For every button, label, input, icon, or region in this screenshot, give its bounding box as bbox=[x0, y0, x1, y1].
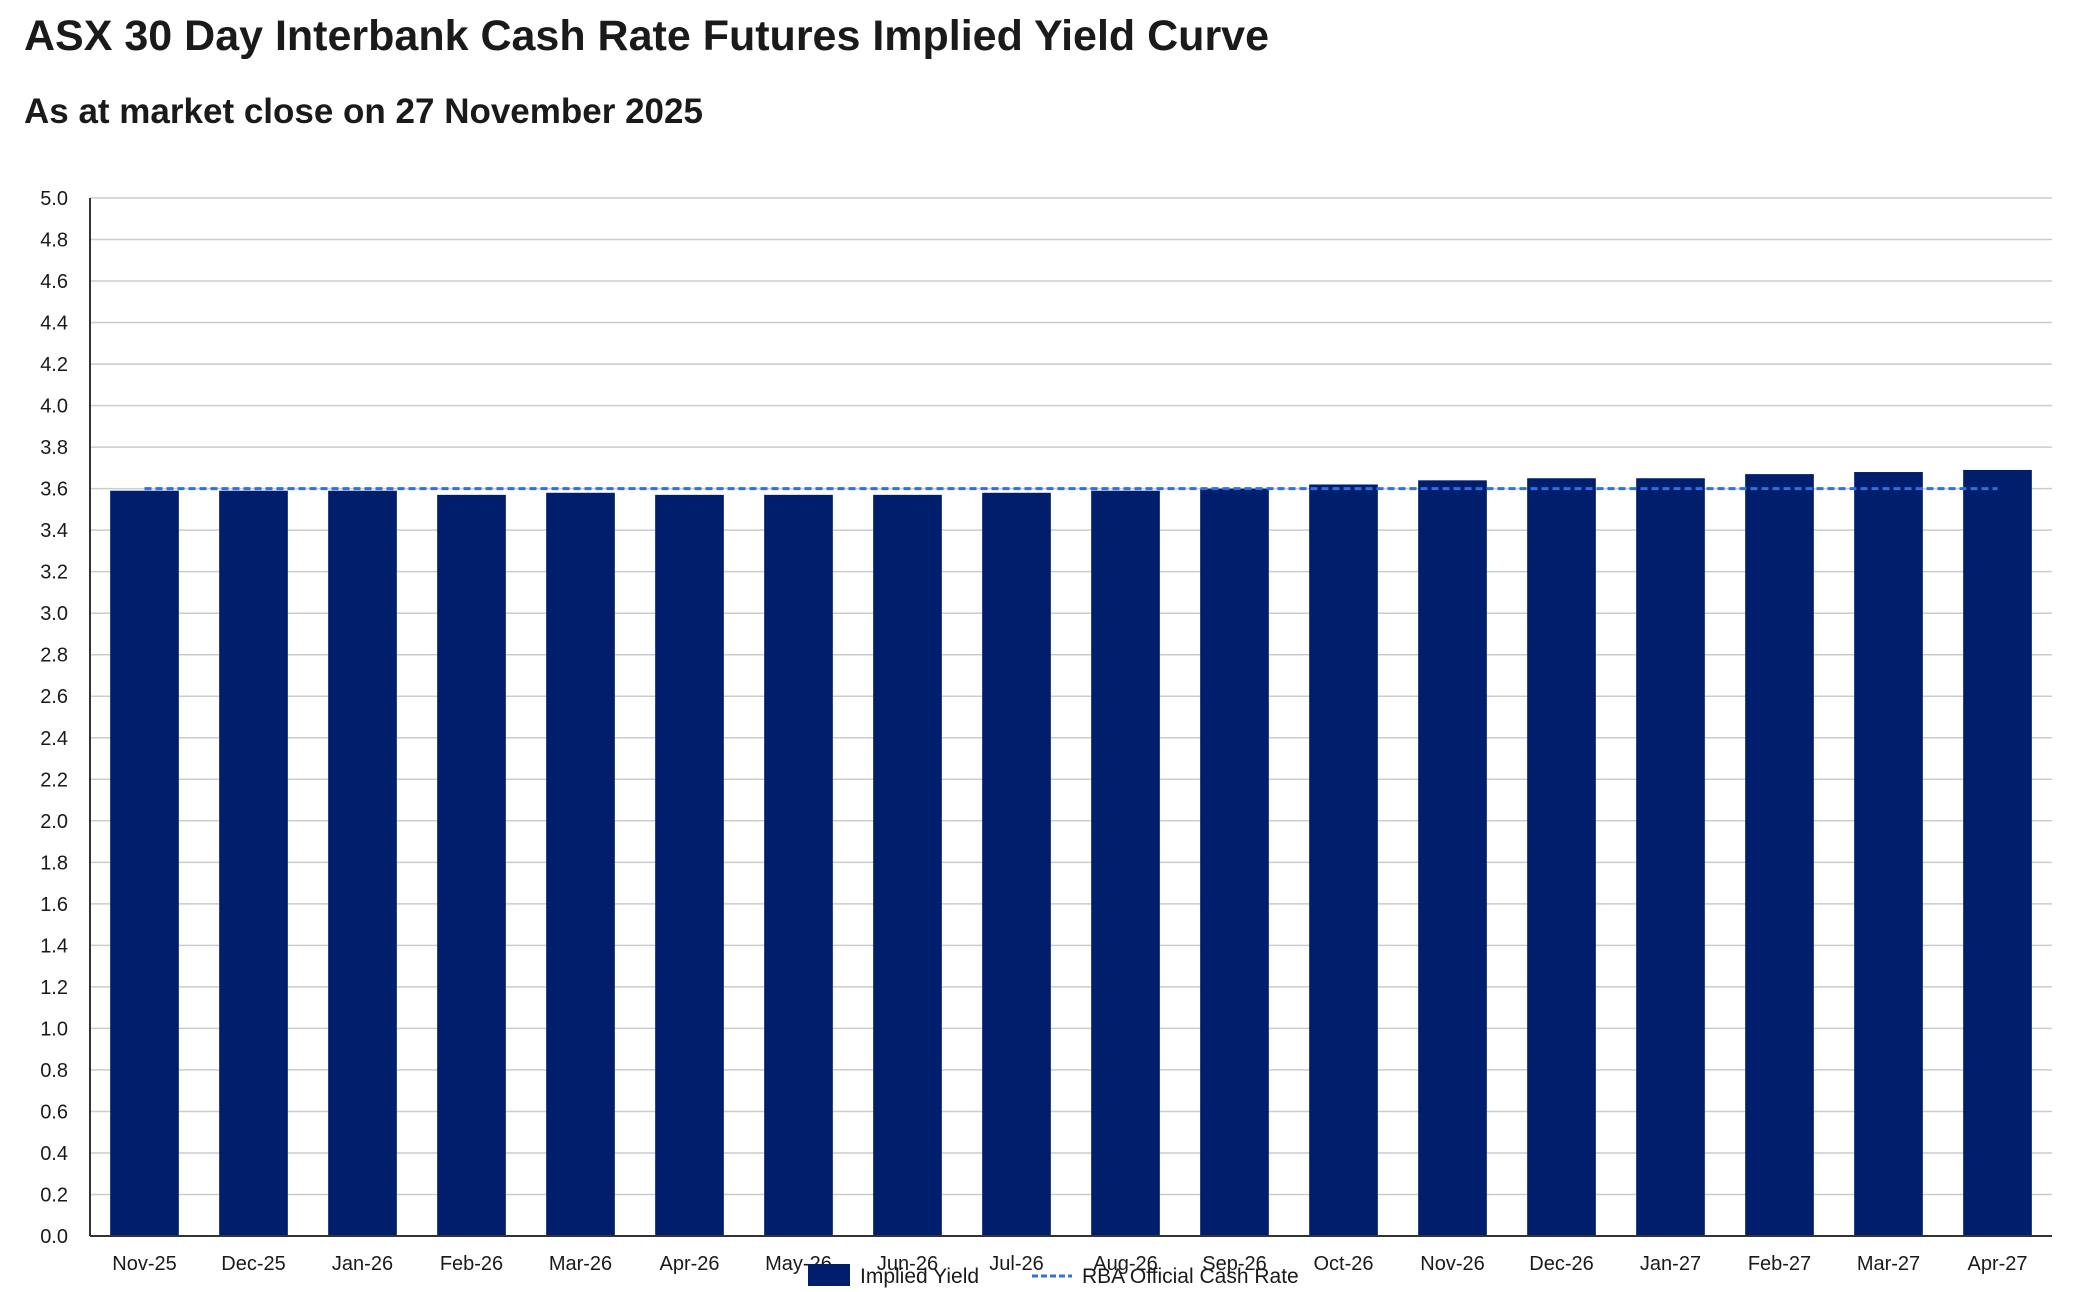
y-tick-label: 0.0 bbox=[40, 1226, 68, 1248]
x-tick-label: Jan-26 bbox=[332, 1253, 393, 1275]
legend-label-rba-cash-rate: RBA Official Cash Rate bbox=[1082, 1265, 1299, 1288]
bar-jan-26 bbox=[328, 490, 397, 1236]
bar-aug-26 bbox=[1091, 490, 1160, 1236]
y-tick-label: 1.6 bbox=[40, 894, 68, 916]
bar-jan-27 bbox=[1636, 478, 1705, 1236]
y-tick-label: 0.8 bbox=[40, 1060, 68, 1082]
x-tick-label: Dec-25 bbox=[221, 1253, 285, 1275]
bar-nov-26 bbox=[1418, 480, 1487, 1236]
y-tick-label: 0.4 bbox=[40, 1143, 68, 1165]
gridlines bbox=[90, 197, 2052, 1196]
bar-sep-26 bbox=[1200, 488, 1269, 1236]
chart-subtitle: As at market close on 27 November 2025 bbox=[24, 92, 703, 131]
y-tick-label: 4.6 bbox=[40, 271, 68, 293]
bar-nov-25 bbox=[110, 490, 179, 1236]
chart-title: ASX 30 Day Interbank Cash Rate Futures I… bbox=[24, 12, 1270, 60]
x-axis-ticks: Nov-25 Dec-25 Jan-26 Feb-26 Mar-26 Apr-26 May-… bbox=[112, 1253, 2027, 1275]
x-tick-label: Mar-27 bbox=[1857, 1253, 1920, 1275]
x-tick-label: Dec-26 bbox=[1529, 1253, 1593, 1275]
y-tick-label: 2.2 bbox=[40, 769, 68, 791]
bar-may-26 bbox=[764, 494, 833, 1236]
bars bbox=[110, 469, 2032, 1237]
y-tick-label: 3.0 bbox=[40, 603, 68, 625]
y-tick-label: 0.6 bbox=[40, 1101, 68, 1123]
bar-apr-26 bbox=[655, 494, 724, 1236]
x-tick-label: Nov-26 bbox=[1420, 1253, 1484, 1275]
x-tick-label: Oct-26 bbox=[1313, 1253, 1373, 1275]
y-tick-label: 3.4 bbox=[40, 520, 68, 542]
bar-jun-26 bbox=[873, 494, 942, 1236]
bar-apr-27 bbox=[1963, 469, 2032, 1236]
bar-mar-27 bbox=[1854, 472, 1923, 1237]
y-axis-ticks: 0.0 0.2 0.4 0.6 0.8 1.0 1.2 1.4 1.6 1.8 2.0 2.2 2.4 2… bbox=[40, 188, 68, 1248]
y-tick-label: 1.8 bbox=[40, 852, 68, 874]
x-tick-label: Jan-27 bbox=[1640, 1253, 1701, 1275]
bar-dec-26 bbox=[1527, 478, 1596, 1236]
y-tick-label: 4.0 bbox=[40, 396, 68, 418]
bar-dec-25 bbox=[219, 490, 288, 1236]
y-tick-label: 1.2 bbox=[40, 977, 68, 999]
x-tick-label: Jun-26 bbox=[877, 1253, 938, 1275]
x-tick-label: Nov-25 bbox=[112, 1253, 176, 1275]
x-tick-label: Sep-26 bbox=[1202, 1253, 1267, 1275]
bar-feb-27 bbox=[1745, 474, 1814, 1236]
x-tick-label: Jul-26 bbox=[989, 1253, 1043, 1275]
legend-label-implied-yield: Implied Yield bbox=[860, 1265, 979, 1288]
legend: Implied Yield RBA Official Cash Rate bbox=[808, 1264, 1299, 1288]
x-tick-label: Mar-26 bbox=[549, 1253, 612, 1275]
y-tick-label: 4.4 bbox=[40, 313, 68, 335]
y-tick-label: 2.0 bbox=[40, 811, 68, 833]
axes bbox=[89, 198, 2052, 1237]
y-tick-label: 3.6 bbox=[40, 479, 68, 501]
legend-swatch-implied-yield bbox=[808, 1264, 850, 1286]
bar-mar-26 bbox=[546, 492, 615, 1236]
y-tick-label: 0.2 bbox=[40, 1184, 68, 1206]
y-tick-label: 4.2 bbox=[40, 354, 68, 376]
bar-oct-26 bbox=[1309, 484, 1378, 1236]
x-tick-label: Apr-26 bbox=[659, 1253, 719, 1275]
y-tick-label: 1.0 bbox=[40, 1018, 68, 1040]
y-tick-label: 2.8 bbox=[40, 645, 68, 667]
y-tick-label: 2.6 bbox=[40, 686, 68, 708]
y-tick-label: 1.4 bbox=[40, 935, 68, 957]
y-tick-label: 4.8 bbox=[40, 230, 68, 252]
y-tick-label: 3.8 bbox=[40, 437, 68, 459]
bar-feb-26 bbox=[437, 494, 506, 1236]
y-tick-label: 3.2 bbox=[40, 562, 68, 584]
x-tick-label: Aug-26 bbox=[1093, 1253, 1158, 1275]
x-tick-label: Feb-27 bbox=[1748, 1253, 1811, 1275]
x-tick-label: Feb-26 bbox=[440, 1253, 503, 1275]
y-tick-label: 2.4 bbox=[40, 728, 68, 750]
y-tick-label: 5.0 bbox=[40, 188, 68, 210]
x-tick-label: Apr-27 bbox=[1967, 1253, 2027, 1275]
bar-jul-26 bbox=[982, 492, 1051, 1236]
